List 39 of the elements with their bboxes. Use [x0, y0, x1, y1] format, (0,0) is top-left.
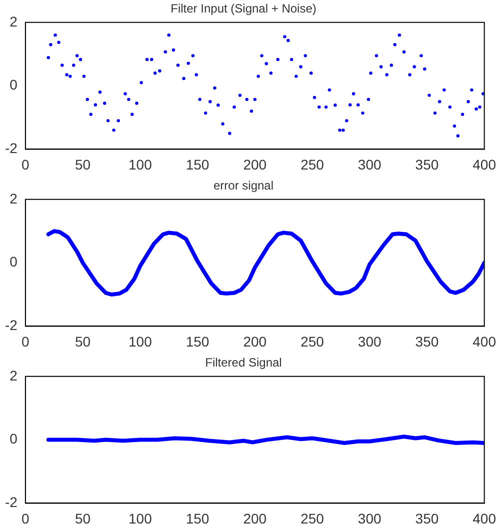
y-tick-label: -2	[4, 140, 18, 156]
x-tick-label: 350	[415, 510, 439, 526]
x-tick-label: 200	[243, 156, 267, 172]
x-tick-label: 200	[243, 333, 267, 350]
x-tick-label: 300	[358, 510, 382, 526]
x-tick-label: 50	[75, 510, 91, 526]
y-tick-label: 2	[10, 367, 18, 384]
x-tick-label: 100	[128, 510, 152, 526]
y-tick-label: 0	[10, 254, 18, 270]
y-tick-label: -2	[4, 494, 18, 510]
y-tick-label: -2	[4, 317, 18, 334]
x-tick-label: 0	[22, 333, 30, 350]
x-tick-label: 400	[472, 510, 496, 526]
x-tick-label: 50	[75, 333, 91, 350]
chart-title: Filter Input (Signal + Noise)	[170, 2, 316, 16]
chart-title: Filtered Signal	[205, 356, 282, 370]
x-tick-label: 0	[22, 510, 30, 526]
x-tick-label: 350	[415, 156, 439, 172]
x-tick-label: 400	[472, 333, 496, 350]
x-tick-label: 250	[300, 156, 324, 172]
y-tick-label: 2	[10, 13, 18, 30]
x-tick-label: 150	[186, 333, 210, 350]
x-tick-label: 250	[300, 333, 324, 350]
x-tick-label: 400	[472, 156, 496, 172]
x-tick-label: 300	[358, 333, 382, 350]
y-tick-label: 0	[10, 76, 18, 93]
x-tick-label: 50	[75, 156, 91, 172]
x-tick-label: 250	[300, 510, 324, 526]
x-tick-label: 200	[243, 510, 267, 526]
x-tick-label: 100	[128, 156, 152, 172]
y-tick-label: 2	[10, 190, 18, 206]
chart-title: error signal	[213, 178, 274, 193]
x-tick-label: 300	[358, 156, 382, 172]
x-tick-label: 150	[186, 510, 210, 526]
x-tick-label: 150	[186, 156, 210, 172]
x-tick-label: 100	[128, 333, 152, 350]
x-tick-label: 0	[22, 156, 30, 172]
x-tick-label: 350	[415, 333, 439, 350]
y-tick-label: 0	[10, 430, 18, 447]
